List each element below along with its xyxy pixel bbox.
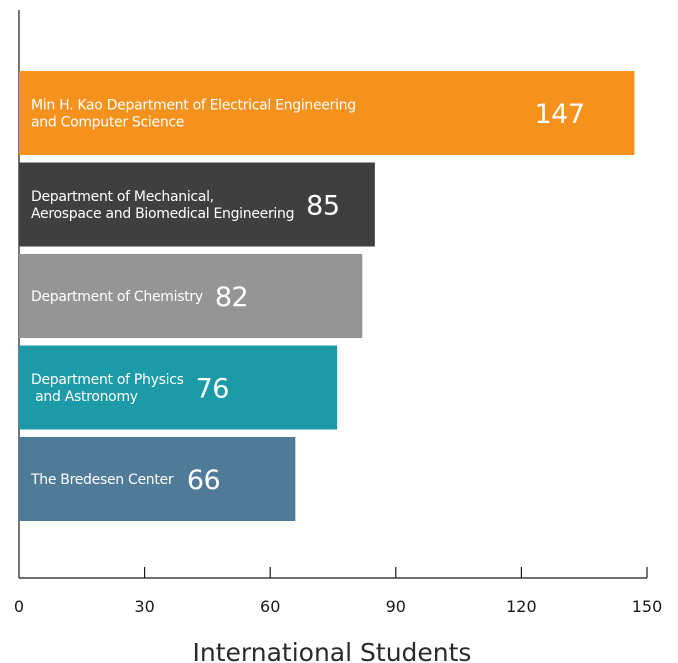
bar-value-label: 82 xyxy=(215,282,248,313)
x-tick-label: 30 xyxy=(134,597,154,616)
bar xyxy=(19,437,296,521)
bar-category-label-line: and Astronomy xyxy=(31,389,138,405)
x-tick-label: 150 xyxy=(632,597,663,616)
bar-group: Department of Chemistry 82 xyxy=(19,254,363,338)
x-axis-title: International Students xyxy=(193,638,472,663)
bar-category-label-line: Department of Mechanical, xyxy=(31,189,214,205)
bar-category-label: Min H. Kao Department of Electrical Engi… xyxy=(31,98,356,131)
bar-category-label-line: Aerospace and Biomedical Engineering xyxy=(31,206,294,222)
x-ticks-group: 0 30 60 90 120 150 xyxy=(14,567,662,616)
x-tick-label: 0 xyxy=(14,597,24,616)
bar-category-label-line: Department of Physics xyxy=(31,372,184,388)
bar-group: Department of Mechanical, Aerospace and B… xyxy=(19,162,375,247)
bar-group: Min H. Kao Department of Electrical Engi… xyxy=(19,71,635,155)
bar-group: Department of Physics and Astronomy 76 xyxy=(19,345,338,430)
bars-group: Min H. Kao Department of Electrical Engi… xyxy=(19,71,635,521)
bar-value-label: 66 xyxy=(187,465,220,496)
bar xyxy=(19,71,635,155)
bar-category-label: Department of Physics and Astronomy xyxy=(31,372,184,405)
bar-value-label: 147 xyxy=(534,99,584,130)
bar-category-label-line: and Computer Science xyxy=(31,115,184,131)
bar-category-label: The Bredesen Center xyxy=(30,472,174,488)
bar-category-label-line: The Bredesen Center xyxy=(30,472,174,488)
bar-value-label: 85 xyxy=(306,191,339,222)
bar xyxy=(19,254,363,338)
bar-category-label-line: Department of Chemistry xyxy=(31,289,203,305)
bar-category-label: Department of Chemistry xyxy=(31,289,203,305)
bar xyxy=(19,345,338,430)
bar-group: The Bredesen Center 66 xyxy=(19,437,296,521)
bar xyxy=(19,162,375,247)
bar-category-label: Department of Mechanical, Aerospace and B… xyxy=(31,189,294,222)
bar-category-label-line: Min H. Kao Department of Electrical Engi… xyxy=(31,98,356,114)
x-tick-label: 90 xyxy=(386,597,406,616)
x-tick-label: 120 xyxy=(506,597,537,616)
bar-value-label: 76 xyxy=(196,374,229,405)
x-tick-label: 60 xyxy=(260,597,280,616)
